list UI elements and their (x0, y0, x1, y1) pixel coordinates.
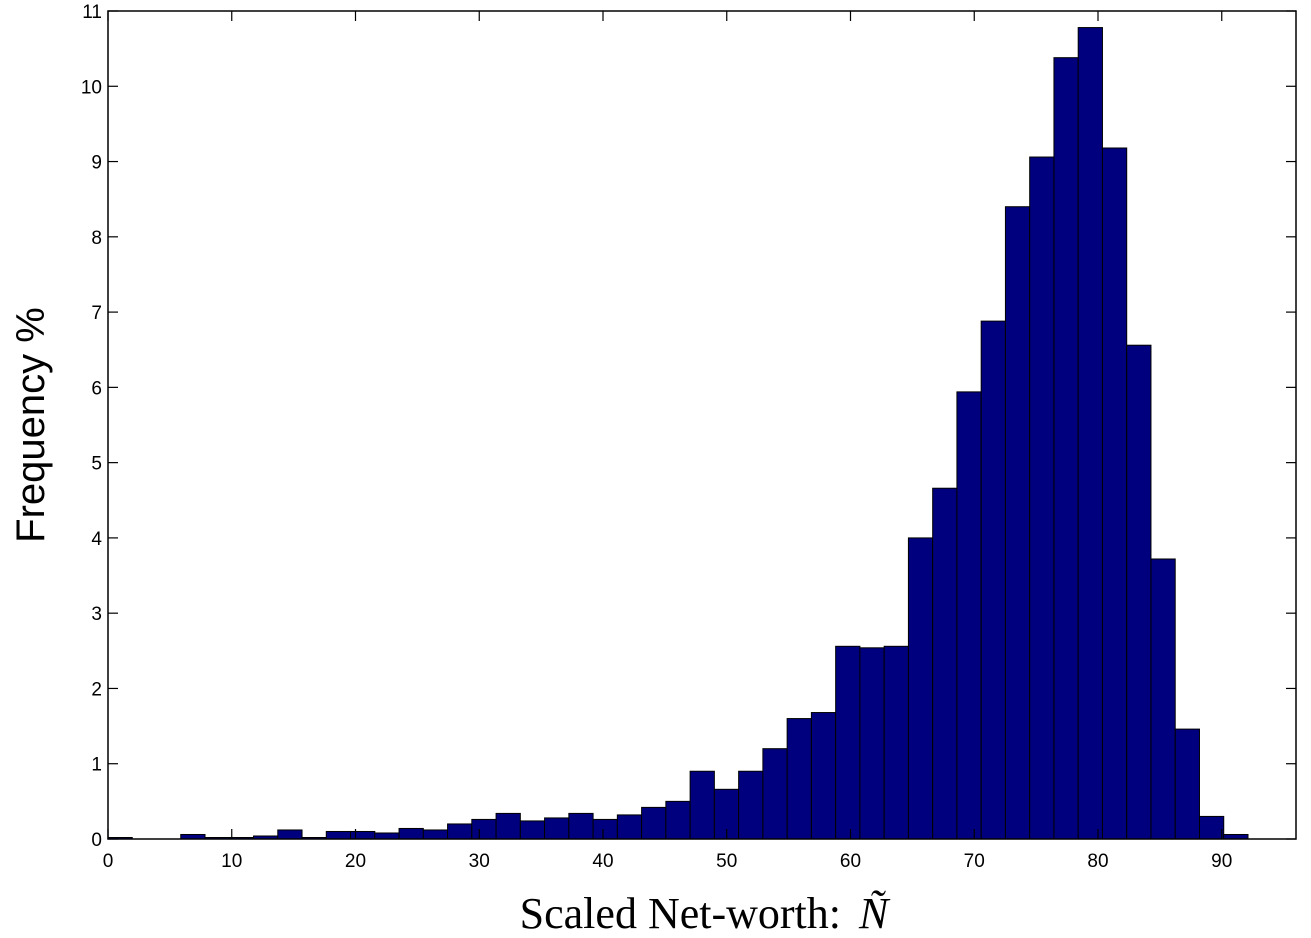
x-axis-label-symbol: Ñ (858, 889, 891, 938)
histogram-bar (1150, 558, 1176, 840)
histogram-bar (350, 830, 376, 840)
y-axis-ticks: 0 1 2 3 4 5 6 7 8 9 10 11 (81, 2, 1296, 851)
histogram-bar (1198, 815, 1225, 840)
x-tick-label: 10 (221, 851, 242, 872)
y-axis-label: Frequency % (9, 307, 53, 543)
y-tick-label: 1 (91, 755, 102, 776)
histogram-bar (1101, 147, 1128, 840)
y-tick-label: 10 (81, 77, 102, 98)
x-tick-label: 80 (1087, 851, 1108, 872)
y-tick-label: 4 (91, 529, 102, 550)
histogram-bar (471, 818, 497, 840)
histogram-bar (665, 800, 691, 840)
histogram-bar (1029, 156, 1055, 840)
histogram-bar (762, 748, 788, 840)
y-tick-label: 8 (91, 228, 102, 249)
histogram-bar (568, 812, 594, 840)
histogram-bars (107, 27, 1249, 840)
histogram-bar (398, 827, 424, 840)
histogram-bar (374, 832, 400, 840)
histogram-bar (544, 817, 570, 840)
histogram-bar (1053, 57, 1079, 840)
x-tick-label: 60 (840, 851, 861, 872)
histogram-bar (883, 645, 909, 840)
y-tick-label: 11 (82, 2, 102, 23)
x-axis-ticks: 0 10 20 30 40 50 60 70 80 90 (103, 11, 1232, 872)
histogram-bar (641, 806, 667, 840)
y-tick-label: 2 (91, 679, 102, 700)
histogram-bar (592, 818, 618, 840)
x-tick-label: 70 (964, 851, 985, 872)
histogram-bar (1174, 728, 1200, 840)
x-tick-label: 40 (592, 851, 613, 872)
histogram-bar (1077, 27, 1103, 840)
y-tick-label: 6 (91, 378, 102, 399)
x-tick-label: 90 (1211, 851, 1232, 872)
x-tick-label: 50 (716, 851, 737, 872)
histogram-bar (907, 537, 934, 840)
histogram-bar (616, 814, 643, 840)
histogram-bar (859, 647, 885, 840)
histogram-bar (810, 712, 837, 840)
y-tick-label: 5 (91, 454, 102, 475)
histogram-bar (1004, 206, 1031, 840)
x-axis-label-text: Scaled Net-worth: (520, 889, 841, 938)
x-tick-label: 20 (345, 851, 366, 872)
histogram-bar (956, 391, 982, 840)
histogram-bar (1126, 344, 1152, 840)
histogram-bar (325, 830, 352, 840)
x-tick-label: 0 (103, 851, 114, 872)
y-tick-label: 0 (91, 830, 102, 851)
y-tick-label: 9 (91, 153, 102, 174)
histogram-bar (519, 820, 546, 840)
y-tick-label: 3 (91, 604, 102, 625)
histogram-bar (835, 645, 861, 840)
histogram-bar (422, 829, 449, 840)
x-axis-label: Scaled Net-worth: Ñ (520, 889, 891, 938)
histogram-bar (277, 829, 303, 840)
y-tick-label: 7 (91, 303, 102, 324)
histogram-bar (932, 487, 958, 840)
histogram-bar (495, 812, 521, 840)
plot-frame (107, 10, 1297, 840)
histogram-bar (738, 770, 764, 840)
x-tick-label: 30 (469, 851, 490, 872)
histogram-bar (980, 320, 1006, 840)
histogram-bar (689, 770, 715, 840)
histogram-bar (786, 718, 812, 840)
histogram-bar (447, 823, 473, 840)
